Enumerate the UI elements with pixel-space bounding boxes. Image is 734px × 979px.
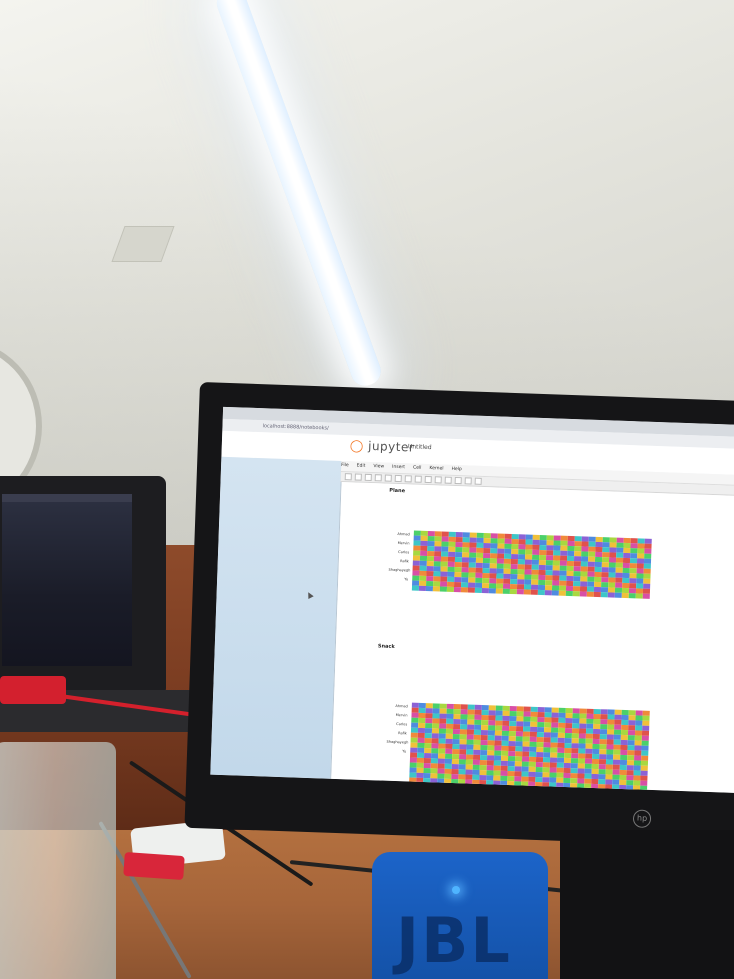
- row-labels-snack: Ahmad Mervin Carlos Rafik Shaghayegh Yu: [386, 704, 408, 759]
- toolbar-button[interactable]: [424, 475, 432, 484]
- laptop-screen: [2, 494, 132, 666]
- left-panel: [210, 456, 343, 779]
- jbl-logo: JBL: [396, 904, 512, 977]
- monitor-screen: localhost:8888/notebooks/ ◯ jupyter Unti…: [210, 406, 734, 794]
- toolbar-button[interactable]: [384, 474, 392, 482]
- row-label: Yu: [404, 577, 409, 582]
- toolbar-button[interactable]: [354, 473, 362, 481]
- menu-item-view[interactable]: View: [373, 464, 385, 470]
- toolbar-button[interactable]: [394, 474, 402, 483]
- mouse-cursor-icon: [305, 590, 314, 600]
- monitor: localhost:8888/notebooks/ ◯ jupyter Unti…: [184, 382, 734, 848]
- toolbar-button[interactable]: [414, 475, 422, 483]
- row-labels-plane: Ahmad Mervin Carlos Rafik Shaghayegh Yu: [388, 532, 410, 587]
- toolbar-button[interactable]: [454, 476, 462, 485]
- section-title-plane: Plane: [389, 487, 406, 495]
- jbl-speaker: JBL: [372, 852, 548, 979]
- heatmap-snack: [409, 702, 650, 791]
- toolbar-button[interactable]: [404, 475, 412, 483]
- toolbar-button[interactable]: [444, 476, 452, 484]
- menu-item-cell[interactable]: Cell: [412, 465, 422, 471]
- monitor-stand: [560, 830, 734, 979]
- jupyter-logo[interactable]: ◯ jupyter: [349, 438, 415, 455]
- toolbar-button[interactable]: [464, 477, 472, 485]
- drinking-glass: [0, 742, 116, 979]
- heatmap-cell: [642, 593, 650, 599]
- toolbar-button[interactable]: [434, 476, 442, 484]
- menu-item-kernel[interactable]: Kernel: [429, 466, 444, 472]
- heatmap-cell: [640, 785, 648, 791]
- red-usb-plug: [123, 851, 185, 881]
- row-label: Yu: [402, 749, 407, 754]
- notebook-area[interactable]: Plane Ahmad Mervin Carlos Rafik Shaghayegh Yu…: [331, 482, 734, 794]
- red-usb-adapter: [0, 676, 66, 704]
- menu-item-help[interactable]: Help: [451, 466, 462, 473]
- laptop-title-bar: [2, 494, 132, 502]
- notebook-title[interactable]: Untitled: [407, 443, 432, 452]
- toolbar-button[interactable]: [474, 477, 482, 485]
- toolbar-button[interactable]: [344, 473, 352, 481]
- hp-logo: hp: [632, 809, 652, 829]
- speaker-power-led: [452, 886, 460, 894]
- toolbar-button[interactable]: [374, 474, 382, 482]
- menu-item-edit[interactable]: Edit: [356, 463, 366, 469]
- section-title-snack: Snack: [377, 643, 395, 650]
- menu-item-file[interactable]: File: [341, 462, 349, 469]
- menu-item-insert[interactable]: Insert: [391, 464, 406, 471]
- laptop: [0, 476, 166, 696]
- toolbar-button[interactable]: [364, 473, 372, 482]
- heatmap-plane: [411, 530, 652, 599]
